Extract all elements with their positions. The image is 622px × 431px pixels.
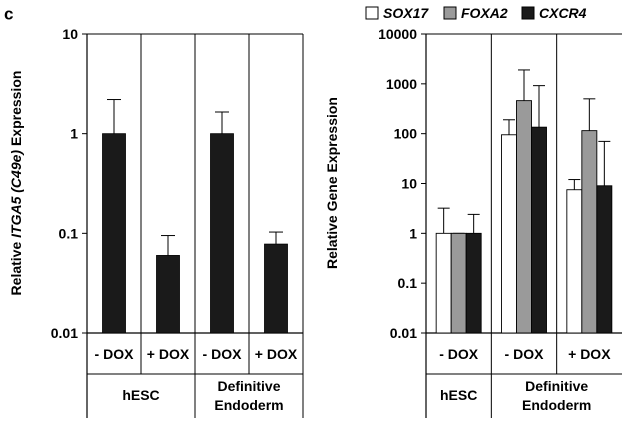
y-tick-label: 0.01 <box>390 325 417 341</box>
chart-a: 10 1 0.1 0.01 Relative ITGA5 (C49e) Expressi… <box>8 26 304 418</box>
bar-foxa2 <box>581 130 598 334</box>
panel-label: c <box>4 5 13 24</box>
category-label: - DOX <box>95 346 135 362</box>
category-label: - DOX <box>439 346 479 362</box>
bar <box>264 243 288 334</box>
category-label: + DOX <box>568 346 611 362</box>
y-tick-label: 100 <box>394 126 418 142</box>
y-axis-label-part: ITGA5 (C49e) <box>8 150 24 238</box>
bar-cxcr4 <box>531 126 547 334</box>
bar-sox17 <box>566 189 583 334</box>
category-label: - DOX <box>203 346 243 362</box>
chart-b: 10000 1000 100 10 1 0.1 0.01 Relative Gene Expr… <box>324 5 622 418</box>
legend-label-foxa2: FOXA2 <box>461 5 508 21</box>
y-axis-label: Relative ITGA5 (C49e) Expression <box>8 71 24 296</box>
y-tick-label: 1 <box>409 225 417 241</box>
y-axis-label-part: Expression <box>8 71 24 150</box>
y-tick-label: 10 <box>62 26 78 42</box>
bar-foxa2 <box>516 100 532 334</box>
bar-cxcr4 <box>596 185 613 334</box>
group-label: hESC <box>122 387 159 403</box>
group-label: hESC <box>440 387 477 403</box>
y-tick-label: 1000 <box>386 76 417 92</box>
group-label: Definitive <box>217 378 280 394</box>
y-tick-label: 0.1 <box>59 225 79 241</box>
bar-sox17 <box>501 134 517 334</box>
group-label: Endoderm <box>522 397 591 413</box>
bar <box>102 133 126 334</box>
legend-swatch-sox17 <box>365 6 379 20</box>
legend-swatch-foxa2 <box>443 6 457 20</box>
y-tick-label: 0.1 <box>398 275 418 291</box>
group-label: Endoderm <box>214 397 283 413</box>
legend-label-cxcr4: CXCR4 <box>539 5 587 21</box>
y-tick-label: 10 <box>401 176 417 192</box>
y-tick-label: 0.01 <box>51 325 78 341</box>
category-label: - DOX <box>505 346 545 362</box>
y-axis-label-part: Relative <box>8 238 24 296</box>
y-tick-label: 10000 <box>378 26 417 42</box>
bar-foxa2 <box>450 232 467 334</box>
y-tick-label: 1 <box>70 126 78 142</box>
legend-swatch-cxcr4 <box>521 6 535 20</box>
y-axis-label: Relative Gene Expression <box>324 97 340 269</box>
legend-label-sox17: SOX17 <box>383 5 429 21</box>
bar-cxcr4 <box>465 232 482 334</box>
category-label: + DOX <box>147 346 190 362</box>
bar <box>210 133 234 334</box>
category-label: + DOX <box>255 346 298 362</box>
bar <box>156 255 180 334</box>
group-label: Definitive <box>525 378 588 394</box>
bar-sox17 <box>435 232 452 334</box>
